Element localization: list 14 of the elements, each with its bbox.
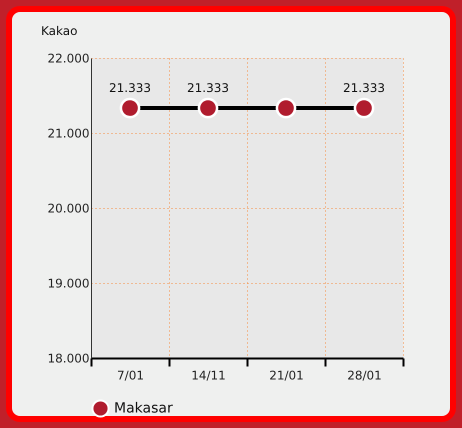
y-tick-label: 22.000 xyxy=(48,52,90,66)
x-tick-label: 7/01 xyxy=(117,368,144,382)
x-tick-label: 14/11 xyxy=(191,368,226,382)
data-label: 21.333 xyxy=(109,81,151,96)
y-tick-label: 20.000 xyxy=(48,202,90,216)
x-tick-label: 21/01 xyxy=(269,368,304,382)
y-tick-label: 21.000 xyxy=(48,126,90,140)
chart-title: Kakao xyxy=(41,24,78,38)
data-label: 21.333 xyxy=(343,81,385,96)
data-label: 21.333 xyxy=(187,81,229,96)
x-tick-label: 28/01 xyxy=(347,368,382,382)
legend-label: Makasar xyxy=(114,400,173,416)
y-tick-label: 18.000 xyxy=(48,352,90,366)
y-tick-label: 19.000 xyxy=(48,276,90,290)
